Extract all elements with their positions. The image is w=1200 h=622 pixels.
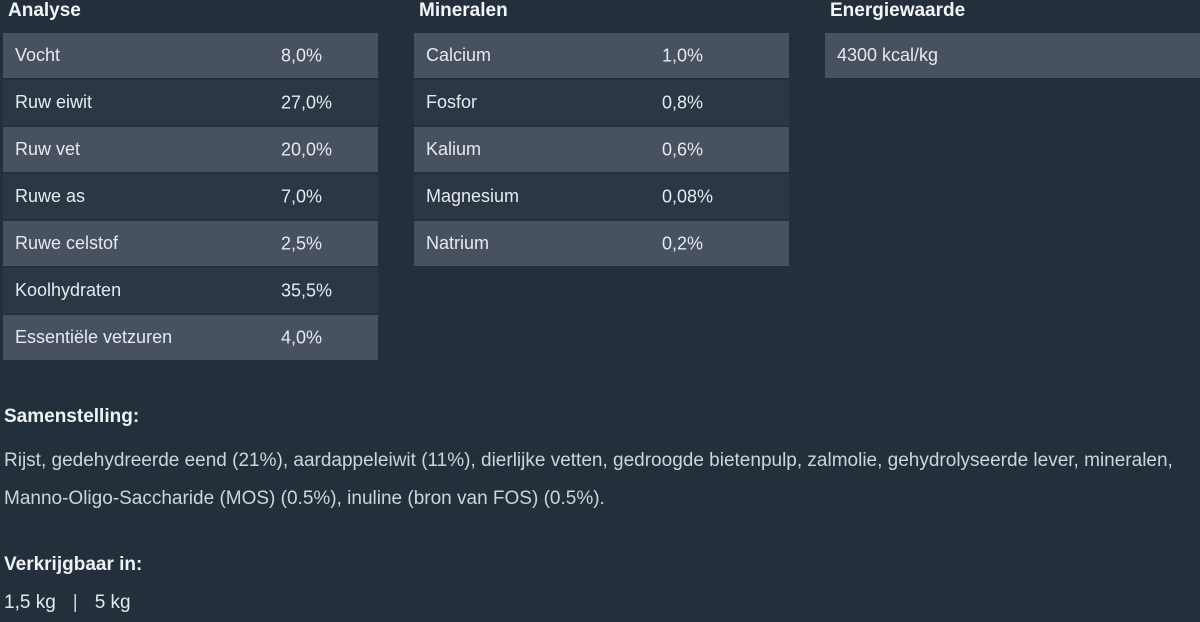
column-title: Energiewaarde	[830, 0, 966, 21]
row-label: Fosfor	[426, 92, 478, 112]
row-value: 0,08%	[662, 186, 714, 206]
ingredients-text: Rijst, gedehydreerde eend (21%), aardapp…	[4, 450, 1173, 509]
row-value: 8,0%	[281, 45, 323, 65]
table-row: Magnesium 0,08%	[414, 174, 789, 219]
table-row: Ruw eiwit 27,0%	[3, 80, 378, 125]
available-sizes: 1,5 kg | 5 kg	[4, 592, 1200, 614]
row-value: 0,2%	[662, 233, 704, 253]
nutrition-columns: Analyse Vocht 8,0% Ruw eiwit 27,0% Ruw vet 20,…	[3, 0, 1200, 362]
column-mineralen: Mineralen Calcium 1,0% Fosfor 0,8% Kalium 0,6%…	[414, 0, 789, 362]
column-rows: Calcium 1,0% Fosfor 0,8% Kalium 0,6% Magnesium…	[414, 33, 789, 266]
row-label: Koolhydraten	[15, 280, 122, 300]
table-row: Ruwe celstof 2,5%	[3, 221, 378, 266]
row-label: 4300 kcal/kg	[837, 45, 939, 65]
table-row: Kalium 0,6%	[414, 127, 789, 172]
row-value: 0,8%	[662, 92, 704, 112]
row-label: Essentiële vetzuren	[15, 327, 173, 347]
row-label: Ruwe as	[15, 186, 86, 206]
row-value: 0,6%	[662, 139, 704, 159]
row-label: Ruwe celstof	[15, 233, 119, 253]
column-title: Analyse	[8, 0, 81, 21]
row-label: Magnesium	[426, 186, 520, 206]
row-label: Ruw eiwit	[15, 92, 93, 112]
row-label: Natrium	[426, 233, 490, 253]
table-row: Koolhydraten 35,5%	[3, 268, 378, 313]
size-separator: |	[72, 592, 78, 613]
table-row: Ruw vet 20,0%	[3, 127, 378, 172]
row-label: Calcium	[426, 45, 492, 65]
row-value: 27,0%	[281, 92, 333, 112]
row-label: Kalium	[426, 139, 482, 159]
table-row: Fosfor 0,8%	[414, 80, 789, 125]
row-label: Vocht	[15, 45, 61, 65]
size-option: 1,5 kg	[4, 592, 56, 613]
verkrijgbaar-title: Verkrijgbaar in:	[4, 554, 143, 575]
column-title: Mineralen	[419, 0, 508, 21]
table-row: Calcium 1,0%	[414, 33, 789, 78]
row-value: 35,5%	[281, 280, 333, 300]
table-row: Vocht 8,0%	[3, 33, 378, 78]
column-rows: 4300 kcal/kg	[825, 33, 1200, 78]
table-row: 4300 kcal/kg	[825, 33, 1200, 78]
column-rows: Vocht 8,0% Ruw eiwit 27,0% Ruw vet 20,0% Ruwe …	[3, 33, 378, 360]
row-value: 2,5%	[281, 233, 323, 253]
column-energiewaarde: Energiewaarde 4300 kcal/kg	[825, 0, 1200, 362]
table-row: Ruwe as 7,0%	[3, 174, 378, 219]
row-value: 7,0%	[281, 186, 323, 206]
row-value: 4,0%	[281, 327, 323, 347]
row-label: Ruw vet	[15, 139, 81, 159]
size-option: 5 kg	[94, 592, 131, 613]
row-value: 20,0%	[281, 139, 333, 159]
table-row: Natrium 0,2%	[414, 221, 789, 266]
samenstelling-title: Samenstelling:	[4, 406, 140, 427]
table-row: Essentiële vetzuren 4,0%	[3, 315, 378, 360]
column-analyse: Analyse Vocht 8,0% Ruw eiwit 27,0% Ruw vet 20,…	[3, 0, 378, 362]
row-value: 1,0%	[662, 45, 704, 65]
